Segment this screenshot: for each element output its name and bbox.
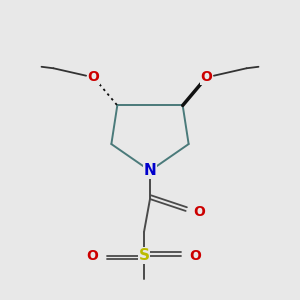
Text: O: O bbox=[190, 248, 201, 262]
Text: N: N bbox=[144, 163, 156, 178]
Text: S: S bbox=[139, 248, 150, 263]
Text: O: O bbox=[193, 206, 205, 219]
Text: O: O bbox=[200, 70, 212, 84]
Text: O: O bbox=[88, 70, 100, 84]
Text: O: O bbox=[87, 248, 99, 262]
